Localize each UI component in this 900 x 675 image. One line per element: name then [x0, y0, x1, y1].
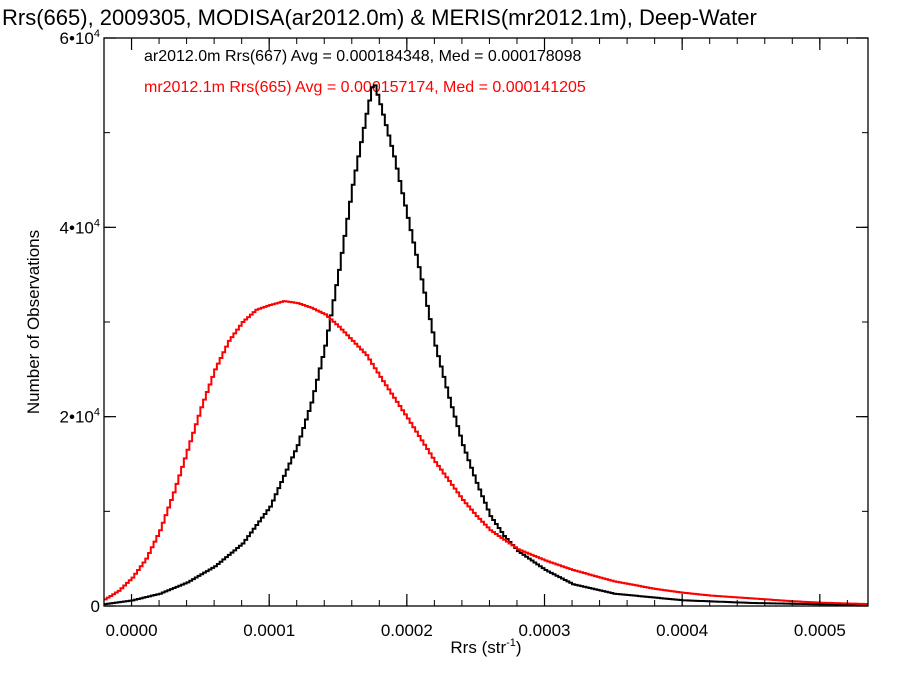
series-layer: [104, 84, 868, 606]
y-tick-label: 4•104: [60, 217, 100, 237]
legend-entry-meris: mr2012.1m Rrs(665) Avg = 0.000157174, Me…: [144, 79, 586, 96]
x-tick-label: 0.0005: [794, 621, 846, 640]
ticks-layer: [104, 37, 868, 607]
x-tick-labels: 0.0000 0.0001 0.0002 0.0003 0.0004 0.0005: [106, 621, 846, 640]
plot-frame: [103, 37, 869, 607]
x-axis-label: Rrs (str-1): [450, 637, 521, 657]
series-line-meris: [104, 300, 868, 606]
legend-entry-modisa: ar2012.0m Rrs(667) Avg = 0.000184348, Me…: [144, 48, 581, 65]
x-tick-label: 0.0004: [656, 621, 708, 640]
y-tick-labels: 0 2•104 4•104 6•104: [60, 28, 100, 616]
x-tick-label: 0.0000: [106, 621, 158, 640]
chart-title: Rrs(665), 2009305, MODISA(ar2012.0m) & M…: [2, 5, 757, 30]
x-tick-label: 0.0001: [243, 621, 295, 640]
y-tick-label: 2•104: [60, 407, 100, 427]
series-line-modisa: [104, 84, 868, 606]
y-tick-label: 0: [91, 597, 100, 616]
legend: ar2012.0m Rrs(667) Avg = 0.000184348, Me…: [144, 48, 586, 96]
y-tick-label: 6•104: [60, 28, 100, 48]
x-tick-label: 0.0002: [381, 621, 433, 640]
y-axis-label: Number of Observations: [24, 230, 43, 414]
x-tick-label: 0.0003: [519, 621, 571, 640]
